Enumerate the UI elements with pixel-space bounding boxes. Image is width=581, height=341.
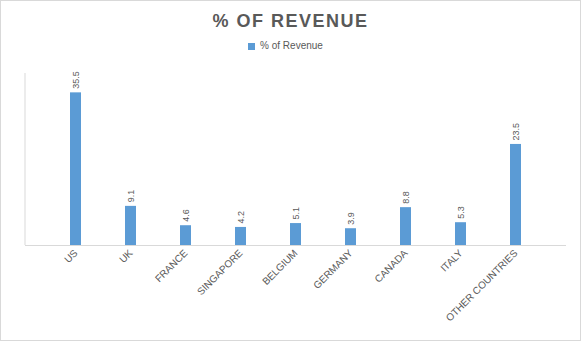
svg-text:US: US (62, 247, 80, 265)
svg-text:CANADA: CANADA (372, 247, 409, 284)
html-text:% of Revenue: % of Revenue (260, 40, 323, 51)
svg-text:SINGAPORE: SINGAPORE (195, 247, 245, 297)
svg-text:FRANCE: FRANCE (153, 247, 190, 284)
svg-text:UK: UK (117, 247, 135, 265)
svg-text:4.6: 4.6 (181, 209, 191, 222)
svg-text:35.5: 35.5 (71, 71, 81, 89)
svg-text:GERMANY: GERMANY (311, 247, 355, 291)
svg-text:4.2: 4.2 (236, 211, 246, 224)
svg-text:3.9: 3.9 (346, 212, 356, 225)
svg-text:BELGIUM: BELGIUM (260, 247, 300, 287)
svg-text:ITALY: ITALY (438, 247, 465, 274)
svg-text:8.8: 8.8 (401, 191, 411, 204)
html-text:% OF REVENUE: % OF REVENUE (212, 11, 369, 31)
svg-text:23.5: 23.5 (511, 123, 521, 141)
svg-text:5.1: 5.1 (291, 207, 301, 220)
svg-text:9.1: 9.1 (126, 190, 136, 203)
svg-text:OTHER COUNTRIES: OTHER COUNTRIES (444, 247, 520, 323)
svg-text:5.3: 5.3 (456, 206, 466, 219)
